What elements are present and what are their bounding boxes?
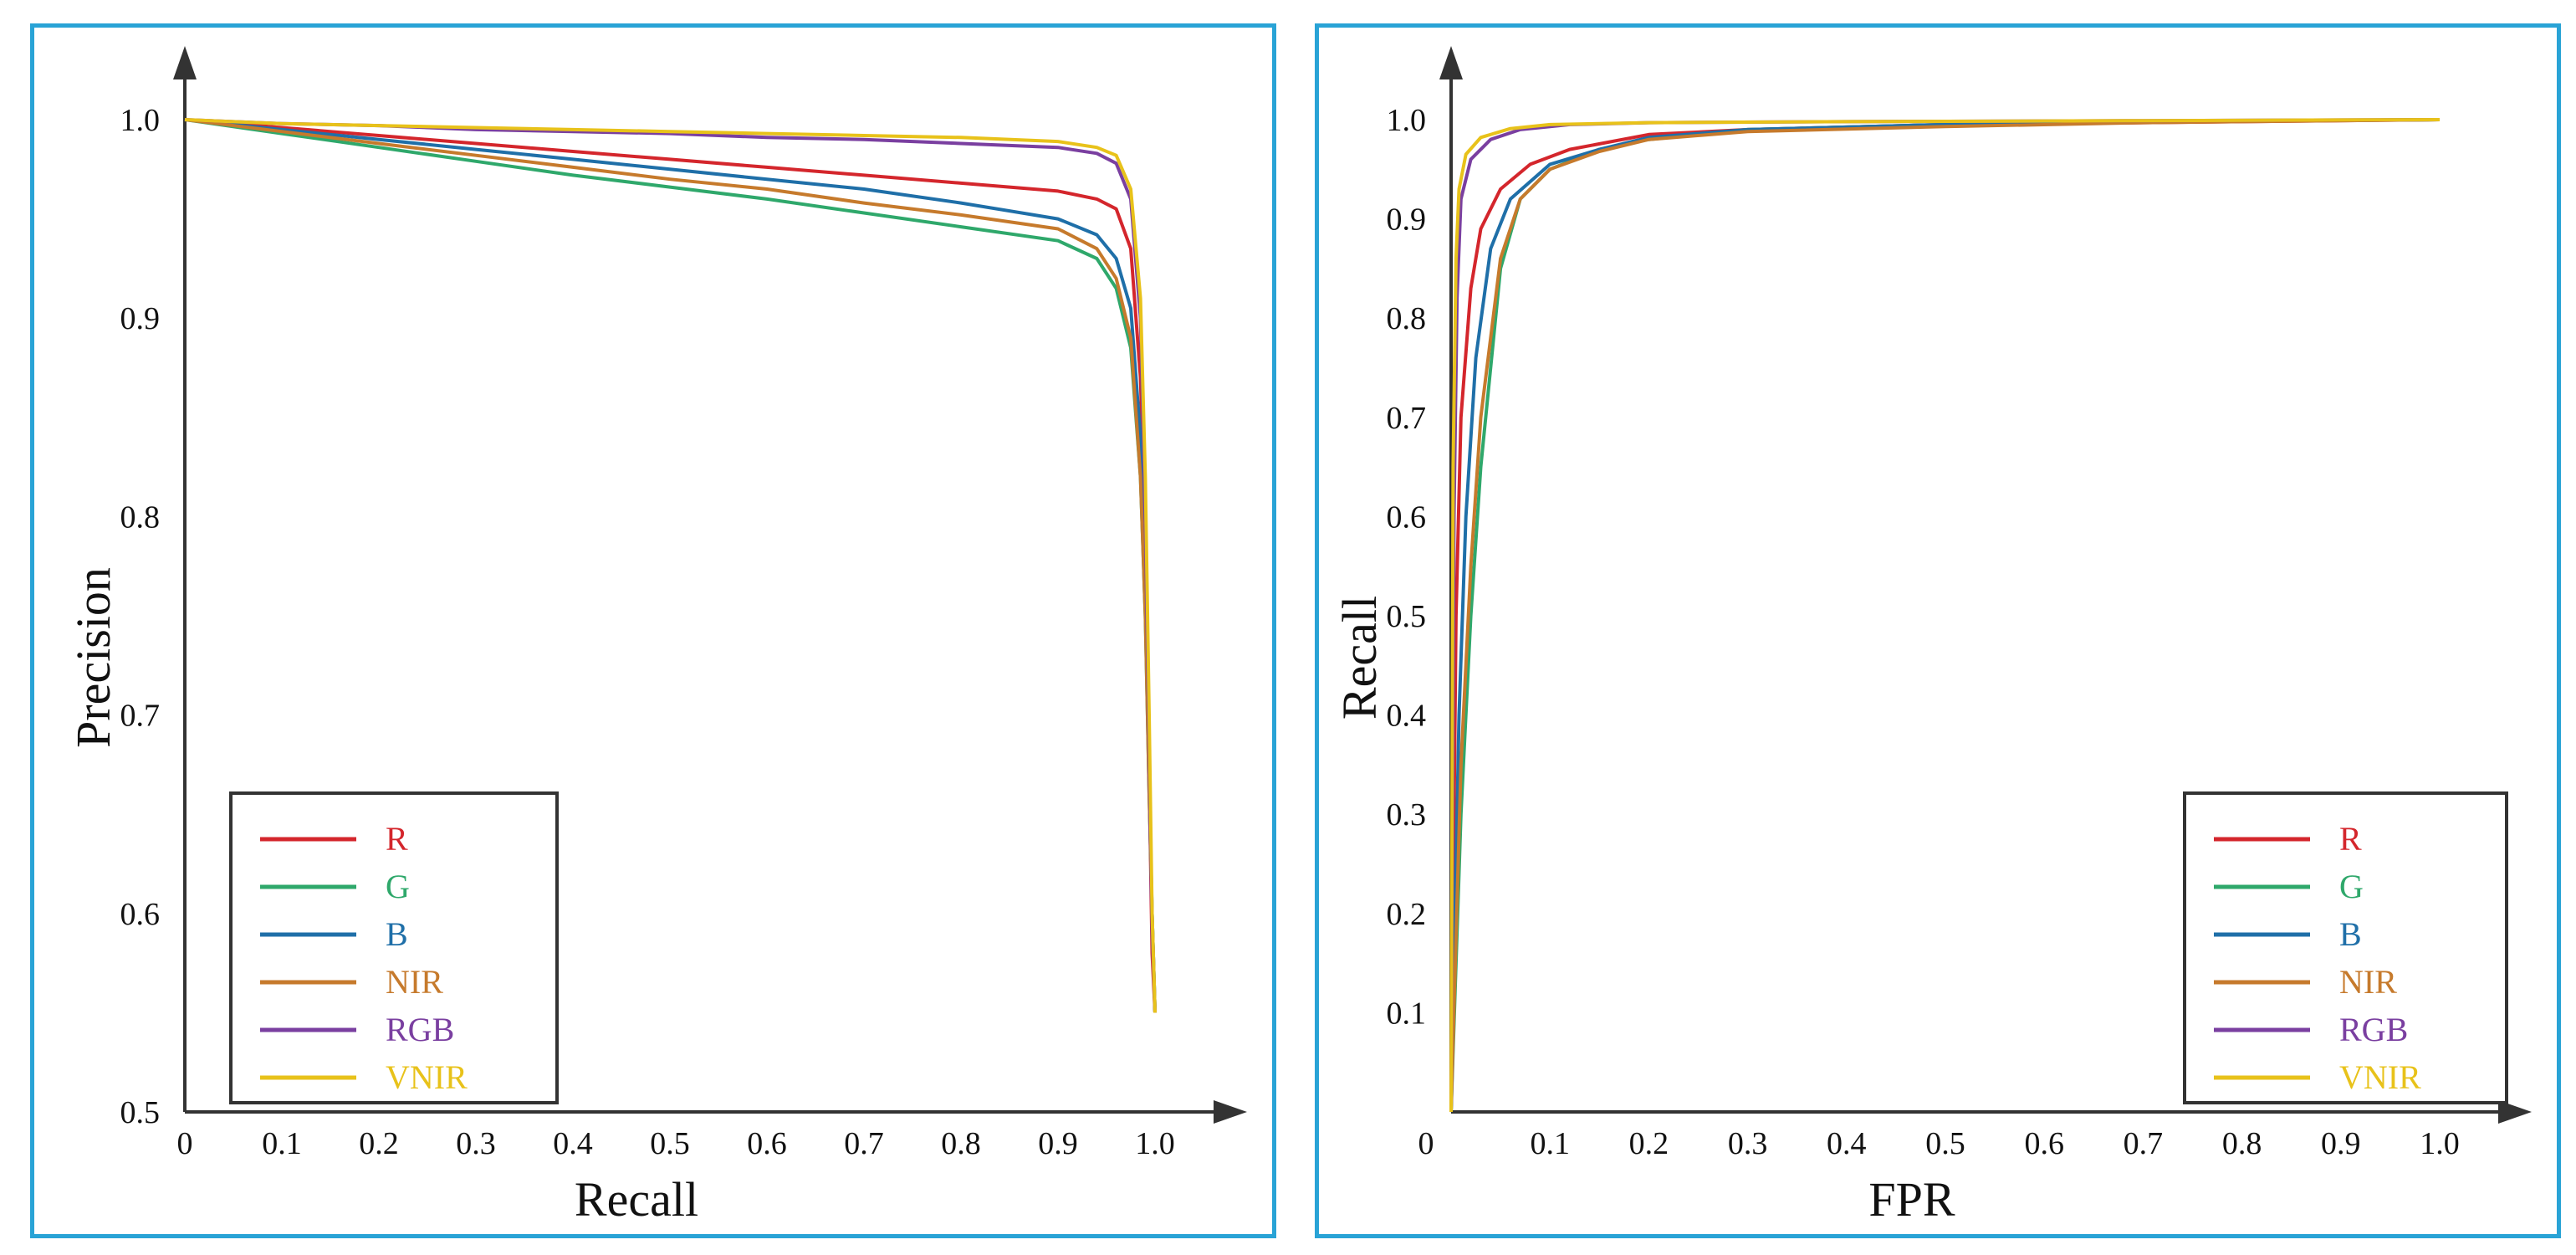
legend-label-vnir: VNIR [2339, 1058, 2421, 1096]
y-tick-label: 0.6 [120, 897, 161, 932]
series-line-vnir [184, 118, 1157, 1013]
y-axis-arrow-icon [1439, 46, 1463, 79]
x-axis-arrow-icon [2498, 1100, 2532, 1124]
x-tick-label: 0.4 [553, 1126, 593, 1161]
x-tick-label: 0.8 [2222, 1126, 2262, 1161]
y-tick-label: 0.9 [120, 301, 161, 336]
series-line-vnir [1449, 118, 2441, 1113]
y-tick-label: 0.5 [120, 1095, 161, 1130]
legend-label-r: R [386, 820, 408, 858]
legend-label-b: B [2339, 915, 2362, 953]
legend-label-rgb: RGB [2339, 1011, 2408, 1048]
roc-panel: 0 0.1 0.2 0.3 0.4 0.5 0.6 0.7 0.8 0.9 1.0 0.1 0.2 0.3… [1315, 23, 2561, 1238]
precision-recall-chart: 0 0.1 0.2 0.3 0.4 0.5 0.6 0.7 0.8 0.9 1.0 0.5 0.6 0.7… [66, 46, 1247, 1227]
y-tick-label: 0.3 [1387, 797, 1427, 832]
legend-label-nir: NIR [2339, 963, 2397, 1001]
series-line-nir [1449, 118, 2441, 1113]
x-tick-label: 0.9 [1038, 1126, 1078, 1161]
legend-box [2183, 791, 2508, 1104]
x-tick-label: 0.5 [650, 1126, 690, 1161]
x-tick-label: 0 [1418, 1126, 1434, 1161]
x-tick-label: 0.5 [1925, 1126, 1965, 1161]
x-tick-label: 1.0 [2420, 1126, 2460, 1161]
y-tick-label: 0.8 [1387, 301, 1427, 336]
legend-label-b: B [386, 915, 408, 953]
y-axis-title: Precision [66, 567, 120, 748]
x-tick-label: 0.9 [2321, 1126, 2361, 1161]
y-tick-label: 0.7 [120, 699, 161, 734]
precision-recall-panel: 0 0.1 0.2 0.3 0.4 0.5 0.6 0.7 0.8 0.9 1.0 0.5 0.6 0.7… [30, 23, 1276, 1238]
x-tick-label: 0.2 [359, 1126, 399, 1161]
legend-box [229, 791, 559, 1104]
x-tick-label: 0 [177, 1126, 193, 1161]
y-axis-arrow-icon [173, 46, 197, 79]
y-tick-label: 1.0 [120, 103, 161, 138]
y-tick-label: 0.5 [1387, 599, 1427, 634]
y-axis-title: Recall [1332, 596, 1387, 720]
x-tick-label: 0.6 [747, 1126, 787, 1161]
x-axis-title: FPR [1868, 1172, 1955, 1227]
legend-label-rgb: RGB [386, 1011, 454, 1048]
y-tick-label: 0.2 [1387, 897, 1427, 932]
legend-label-vnir: VNIR [386, 1058, 468, 1096]
y-tick-label: 0.1 [1387, 996, 1427, 1031]
y-tick-label: 0.6 [1387, 499, 1427, 535]
legend-label-g: G [2339, 868, 2364, 905]
legend-label-r: R [2339, 820, 2362, 858]
y-tick-label: 0.7 [1387, 401, 1427, 436]
series-line-b [1449, 118, 2441, 1113]
legend-label-g: G [386, 868, 410, 905]
legend-label-nir: NIR [386, 963, 443, 1001]
x-tick-label: 1.0 [1135, 1126, 1175, 1161]
x-axis-arrow-icon [1214, 1100, 1247, 1124]
x-tick-label: 0.6 [2024, 1126, 2064, 1161]
x-tick-label: 0.8 [941, 1126, 981, 1161]
x-tick-label: 0.3 [1728, 1126, 1768, 1161]
y-tick-label: 0.9 [1387, 202, 1427, 238]
x-tick-label: 0.4 [1827, 1126, 1867, 1161]
x-tick-label: 0.7 [2124, 1126, 2164, 1161]
x-tick-label: 0.1 [1530, 1126, 1570, 1161]
x-tick-label: 0.1 [262, 1126, 302, 1161]
y-tick-label: 0.4 [1387, 699, 1427, 734]
x-axis-title: Recall [575, 1172, 698, 1227]
roc-chart: 0 0.1 0.2 0.3 0.4 0.5 0.6 0.7 0.8 0.9 1.0 0.1 0.2 0.3… [1332, 46, 2532, 1227]
y-tick-label: 0.8 [120, 499, 161, 535]
x-tick-label: 0.2 [1629, 1126, 1669, 1161]
x-tick-label: 0.3 [456, 1126, 496, 1161]
y-tick-label: 1.0 [1387, 103, 1427, 138]
x-tick-label: 0.7 [844, 1126, 884, 1161]
